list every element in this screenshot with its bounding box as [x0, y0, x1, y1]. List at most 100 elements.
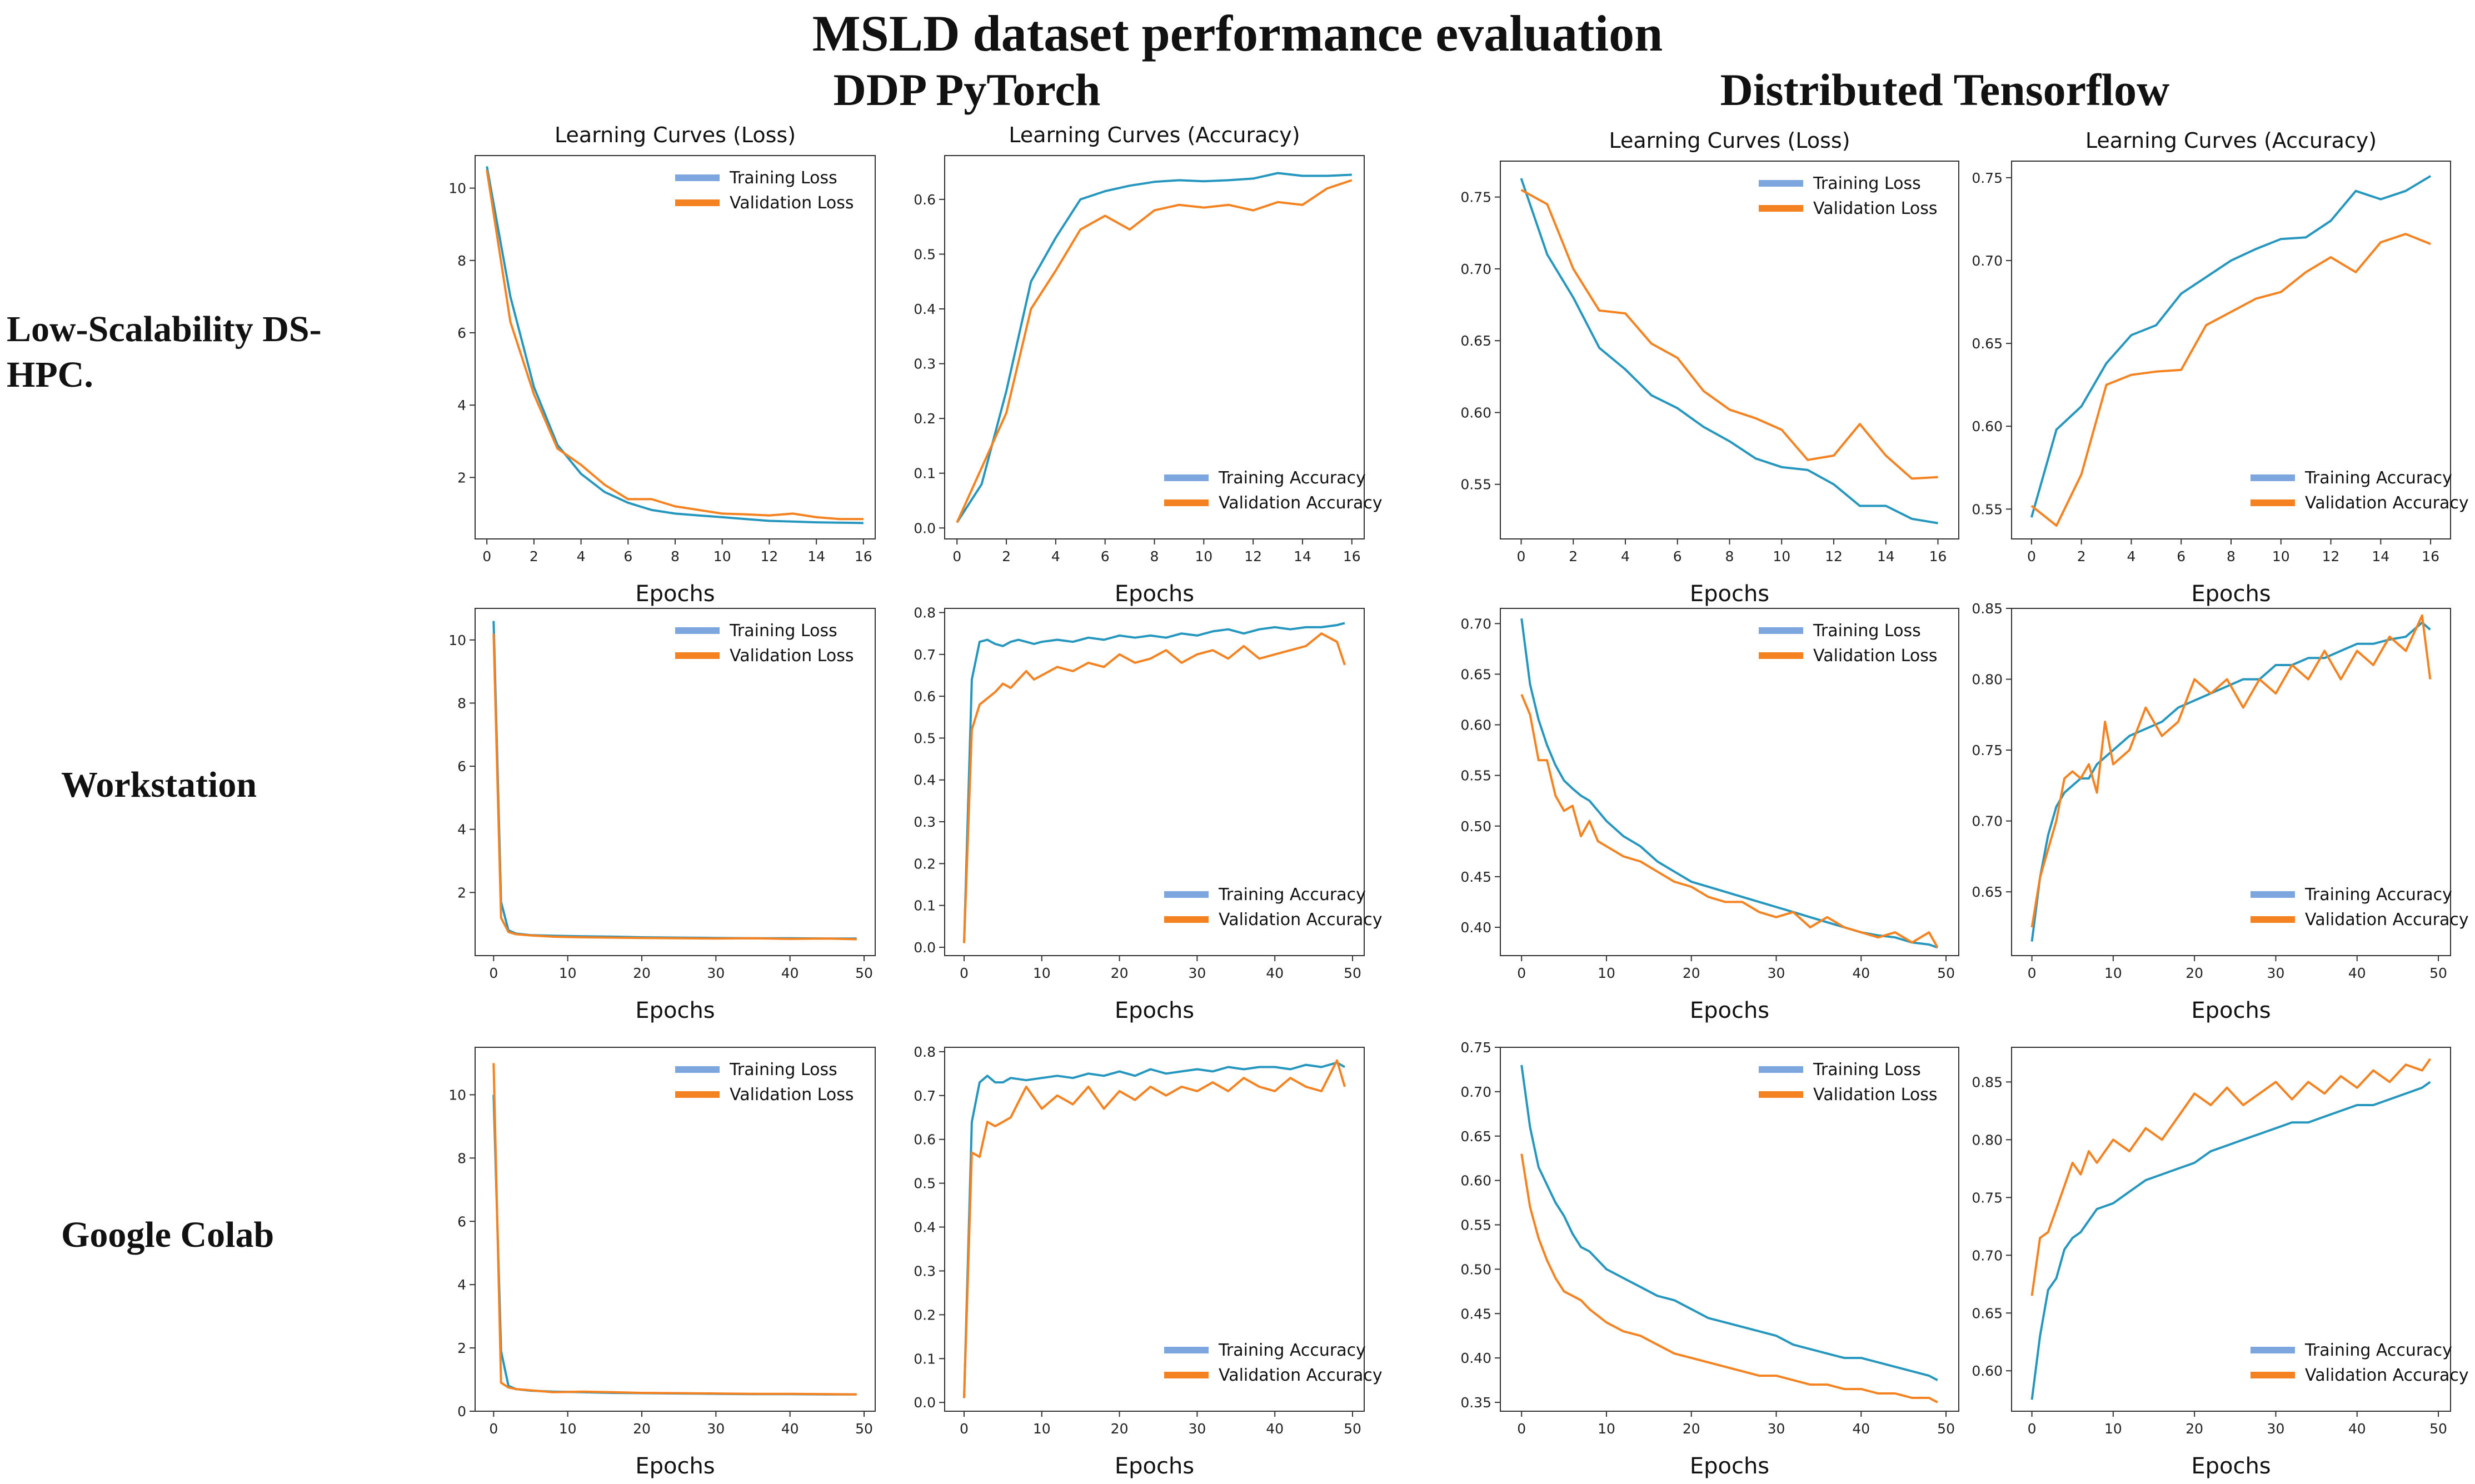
y-tick-label: 0.65 [1460, 1128, 1491, 1145]
legend-label: Training Loss [729, 1060, 837, 1080]
y-tick-label: 4 [457, 822, 466, 838]
y-tick-label: 0.55 [1460, 768, 1491, 784]
y-tick-label: 0.70 [1972, 813, 2003, 830]
y-tick-label: 0.80 [1972, 672, 2003, 688]
x-tick-label: 40 [1852, 965, 1870, 981]
x-axis-label: Epochs [2191, 1453, 2271, 1479]
x-axis-label: Epochs [635, 998, 715, 1023]
section-title-tensorflow: Distributed Tensorflow [1720, 64, 2170, 115]
series-line-validation [963, 1059, 1346, 1398]
legend-label: Validation Accuracy [1219, 1366, 1383, 1385]
y-tick-label: 0.2 [914, 411, 936, 427]
series-line-training [1520, 618, 1938, 949]
chart-pt-hpc-acc: Learning Curves (Accuracy) 0 2 4 6 8 10 12 14 16 0… [914, 123, 1382, 607]
y-tick-label: 0.1 [914, 898, 936, 914]
chart-tf-colab-acc: 0 10 20 30 40 50 0.60 0.65 0.70 0.75 0.80 0.85 Epoch… [1972, 1047, 2469, 1479]
x-tick-label: 10 [1598, 1421, 1615, 1437]
y-tick-label: 0.65 [1460, 333, 1491, 349]
y-tick-label: 0.4 [914, 1220, 936, 1236]
series-line-validation [963, 632, 1346, 943]
x-tick-label: 30 [707, 965, 725, 981]
y-tick-label: 0.2 [914, 856, 936, 872]
chart-tf-colab-loss: 0 10 20 30 40 50 0.35 0.40 0.45 0.50 0.55 0.60 0.65 0… [1460, 1040, 1959, 1479]
plot-frame [944, 1047, 1365, 1412]
legend-label: Training Accuracy [2304, 885, 2452, 905]
series-line-training [2030, 175, 2432, 518]
legend-label: Validation Loss [730, 1085, 854, 1105]
x-tick-label: 20 [1683, 965, 1700, 981]
x-tick-label: 30 [1188, 1421, 1206, 1437]
x-axis-label: Epochs [2191, 581, 2271, 607]
y-tick-label: 0 [457, 1403, 466, 1420]
legend-label: Training Loss [1813, 174, 1921, 193]
y-tick-label: 0.65 [1972, 1305, 2003, 1321]
x-axis-label: Epochs [1115, 581, 1194, 607]
y-tick-label: 8 [457, 695, 466, 711]
x-tick-label: 10 [2272, 548, 2290, 564]
y-tick-label: 0.6 [914, 688, 936, 704]
x-tick-label: 40 [781, 965, 799, 981]
x-tick-label: 16 [2422, 548, 2439, 564]
x-tick-label: 16 [1343, 548, 1361, 564]
chart-tf-ws-acc: 0 10 20 30 40 50 0.65 0.70 0.75 0.80 0.85 Epochs Tra… [1972, 601, 2468, 1023]
x-tick-label: 2 [2077, 548, 2086, 564]
y-tick-label: 0.3 [914, 1263, 936, 1279]
y-tick-label: 2 [457, 885, 466, 901]
y-tick-label: 0.70 [1460, 616, 1491, 632]
x-tick-label: 0 [2027, 548, 2036, 564]
legend-label: Training Loss [1813, 621, 1921, 641]
section-title-pytorch: DDP PyTorch [833, 64, 1101, 115]
y-tick-label: 4 [457, 397, 466, 413]
y-tick-label: 0.0 [914, 1395, 936, 1411]
x-tick-label: 10 [2104, 1421, 2122, 1437]
series-line-validation [1520, 694, 1939, 948]
x-tick-label: 10 [1033, 1421, 1051, 1437]
series-line-validation [2030, 614, 2432, 928]
series-line-validation [492, 633, 857, 941]
x-tick-label: 30 [1188, 965, 1206, 981]
x-tick-label: 50 [855, 1421, 873, 1437]
y-tick-label: 0.65 [1972, 884, 2003, 900]
x-tick-label: 14 [807, 548, 825, 564]
x-tick-label: 10 [1033, 965, 1051, 981]
x-tick-label: 0 [1517, 548, 1526, 564]
y-tick-label: 10 [448, 632, 466, 648]
chart-title: Learning Curves (Loss) [1609, 128, 1850, 153]
chart-tf-hpc-loss: Learning Curves (Loss) 0 2 4 6 8 10 12 14 16 0.55 0… [1460, 128, 1959, 607]
x-tick-label: 8 [1725, 548, 1734, 564]
legend-label: Training Accuracy [2304, 1341, 2452, 1360]
legend-label: Validation Loss [1813, 199, 1937, 218]
y-tick-label: 0.60 [1972, 1363, 2003, 1379]
y-tick-label: 0.45 [1460, 869, 1491, 885]
x-tick-label: 6 [623, 548, 632, 564]
y-tick-label: 0.0 [914, 940, 936, 956]
y-tick-label: 0.45 [1460, 1306, 1491, 1322]
x-tick-label: 12 [761, 548, 779, 564]
chart-title: Learning Curves (Loss) [555, 123, 796, 147]
x-tick-label: 50 [2429, 965, 2447, 981]
x-tick-label: 30 [2267, 965, 2285, 981]
y-tick-label: 0.5 [914, 1176, 936, 1192]
plot-frame [2011, 608, 2451, 956]
x-tick-label: 40 [2348, 1421, 2366, 1437]
legend-label: Validation Accuracy [1219, 910, 1383, 930]
legend-label: Training Loss [1813, 1060, 1921, 1080]
series-line-validation [2030, 1058, 2432, 1296]
x-tick-label: 6 [2177, 548, 2185, 564]
x-tick-label: 20 [1111, 1421, 1129, 1437]
x-tick-label: 6 [1101, 548, 1110, 564]
x-tick-label: 30 [2267, 1421, 2285, 1437]
series-line-training [2030, 1081, 2431, 1400]
series-line-training [492, 621, 857, 940]
y-tick-label: 10 [448, 181, 466, 197]
row-label-colab: Google Colab [61, 1215, 275, 1255]
x-tick-label: 8 [1150, 548, 1159, 564]
legend-label: Validation Loss [1813, 1085, 1937, 1105]
legend-label: Validation Accuracy [2305, 1366, 2469, 1385]
y-tick-label: 0.5 [914, 730, 936, 746]
y-tick-label: 0.3 [914, 814, 936, 830]
y-tick-label: 0.60 [1460, 717, 1491, 733]
y-tick-label: 0.65 [1972, 336, 2003, 352]
x-axis-label: Epochs [1115, 998, 1194, 1023]
